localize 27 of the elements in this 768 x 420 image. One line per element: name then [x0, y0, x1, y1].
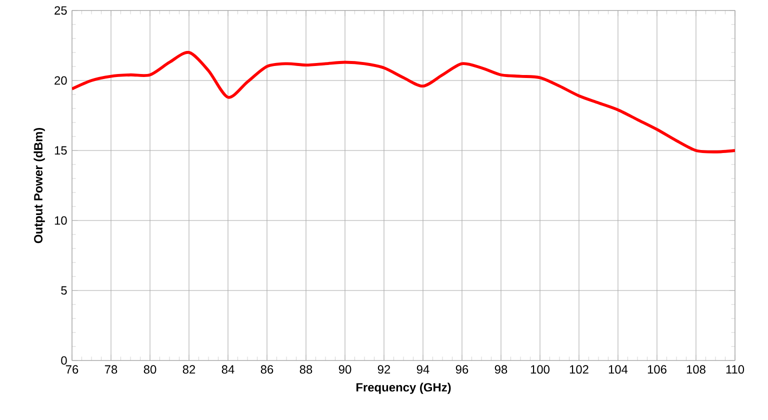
x-axis-title: Frequency (GHz)	[356, 382, 451, 394]
x-tick-label: 82	[182, 365, 196, 374]
x-tick-label: 106	[648, 365, 666, 374]
x-tick-label: 92	[378, 365, 390, 374]
y-axis-title: Output Power (dBm)	[34, 128, 45, 244]
y-tick-label: 20	[54, 76, 67, 85]
x-tick-label: 78	[104, 365, 118, 374]
x-tick-label: 90	[338, 365, 352, 374]
x-tick-label: 96	[456, 365, 468, 374]
x-tick-label: 88	[300, 365, 312, 374]
y-tick-label: 5	[61, 286, 67, 295]
y-tick-label: 25	[54, 6, 67, 15]
x-tick-label: 86	[260, 365, 274, 374]
x-tick-label: 104	[608, 365, 628, 374]
x-tick-label: 84	[222, 365, 234, 374]
y-tick-label: 15	[54, 146, 67, 155]
x-tick-label: 110	[726, 365, 744, 374]
y-tick-label: 0	[61, 356, 67, 365]
y-tick-label: 10	[54, 216, 67, 225]
x-tick-label: 98	[494, 365, 508, 374]
x-tick-label: 80	[144, 365, 156, 374]
x-tick-label: 108	[686, 365, 706, 374]
line-series	[72, 50, 735, 154]
x-tick-label: 76	[66, 365, 78, 374]
x-tick-label: 100	[530, 365, 550, 374]
x-tick-label: 102	[570, 365, 588, 374]
x-tick-label: 94	[416, 365, 430, 374]
